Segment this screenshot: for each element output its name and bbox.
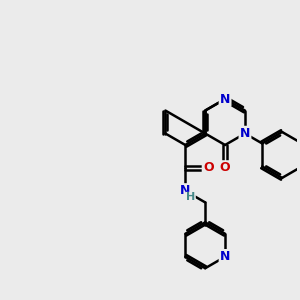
Text: N: N xyxy=(220,93,230,106)
Text: O: O xyxy=(203,161,214,175)
Text: H: H xyxy=(186,192,195,203)
Text: N: N xyxy=(180,184,190,197)
Text: N: N xyxy=(220,250,230,263)
Text: O: O xyxy=(220,161,230,175)
Text: N: N xyxy=(240,127,250,140)
